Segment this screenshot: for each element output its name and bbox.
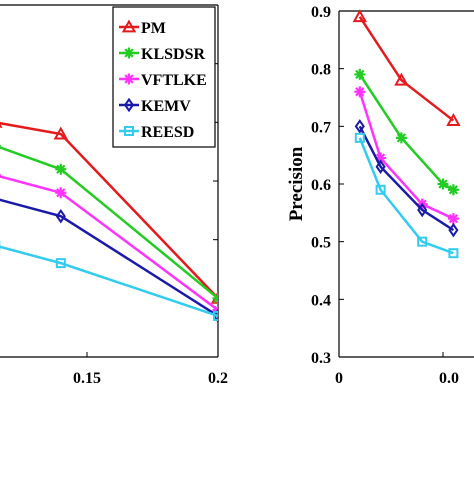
data-point-4-3: [448, 248, 459, 259]
series-line-2: [358, 91, 454, 220]
legend-marker-4: [124, 126, 134, 136]
legend-label-4: REESD: [141, 124, 194, 141]
data-point-1-3: [447, 184, 459, 196]
series-line-1: [358, 73, 455, 191]
series-line-3: [0, 198, 218, 317]
data-point-3-2: [417, 202, 428, 218]
y-tick-label: 0.3: [311, 350, 331, 367]
data-point-0-0: [352, 9, 367, 23]
x-tick-label: 0: [335, 370, 343, 387]
legend-label-3: KEMV: [141, 98, 191, 115]
data-point-2-2: [55, 187, 67, 199]
legend-marker-0: [121, 19, 137, 33]
data-point-0-2: [53, 126, 68, 140]
data-point-2-1: [0, 174, 1, 177]
data-point-0-1: [0, 123, 3, 128]
legend-marker-2: [123, 73, 135, 85]
series-group: [0, 121, 218, 324]
data-point-0-2: [446, 113, 461, 126]
data-point-1-1: [395, 132, 407, 144]
data-point-1-0: [354, 68, 366, 80]
legend-marker-3: [123, 97, 135, 113]
legend-label-2: VFTLKE: [141, 72, 207, 89]
data-point-4-1: [375, 184, 386, 195]
data-point-4-3: [213, 310, 218, 321]
legend-marker-1: [123, 47, 135, 59]
series-line-1: [0, 146, 218, 300]
data-point-1-2: [437, 178, 449, 190]
x-tick-label: 0.0: [439, 370, 459, 387]
y-tick-label: 0.9: [311, 4, 331, 21]
y-axis-label: Precision: [286, 146, 307, 221]
series-line-0: [358, 16, 455, 122]
data-point-1-2: [55, 163, 67, 175]
data-point-1-1: [0, 144, 1, 147]
legend-label-1: KLSDSR: [141, 46, 205, 63]
series-line-4: [0, 245, 218, 318]
y-tick-label: 0.6: [311, 177, 331, 194]
series-line-4: [358, 137, 454, 255]
x-tick-label: 0.2: [208, 370, 228, 387]
data-point-4-0: [354, 132, 365, 143]
y-tick-label: 0.7: [311, 119, 331, 136]
legend-label-0: PM: [141, 20, 166, 37]
series-group: [352, 9, 461, 259]
y-tick-label: 0.4: [311, 292, 331, 309]
data-point-3-1: [375, 159, 386, 174]
data-point-4-2: [55, 258, 66, 269]
data-point-0-1: [394, 72, 409, 86]
y-tick-label: 0.8: [311, 62, 331, 79]
data-point-3-3: [448, 222, 459, 238]
left-chart-panel: 0.15 0.2 PM KLSDSR VFTLKE KEMV REESD: [0, 4, 228, 387]
series-line-2: [0, 175, 218, 312]
x-tick-label: 0.15: [73, 370, 101, 387]
series-line-3: [358, 125, 455, 232]
y-tick-label: 0.5: [311, 235, 331, 252]
data-point-2-1: [375, 152, 387, 164]
data-point-2-3: [447, 213, 459, 225]
data-point-3-2: [55, 208, 66, 224]
series-line-0: [0, 121, 218, 300]
data-point-4-2: [417, 236, 428, 247]
right-chart-panel: 0.3 0.4 0.5 0.6 0.7 0.8 0.9 Precision 0 0.0: [286, 4, 474, 387]
data-point-2-0: [354, 86, 366, 98]
data-point-3-0: [354, 119, 365, 134]
